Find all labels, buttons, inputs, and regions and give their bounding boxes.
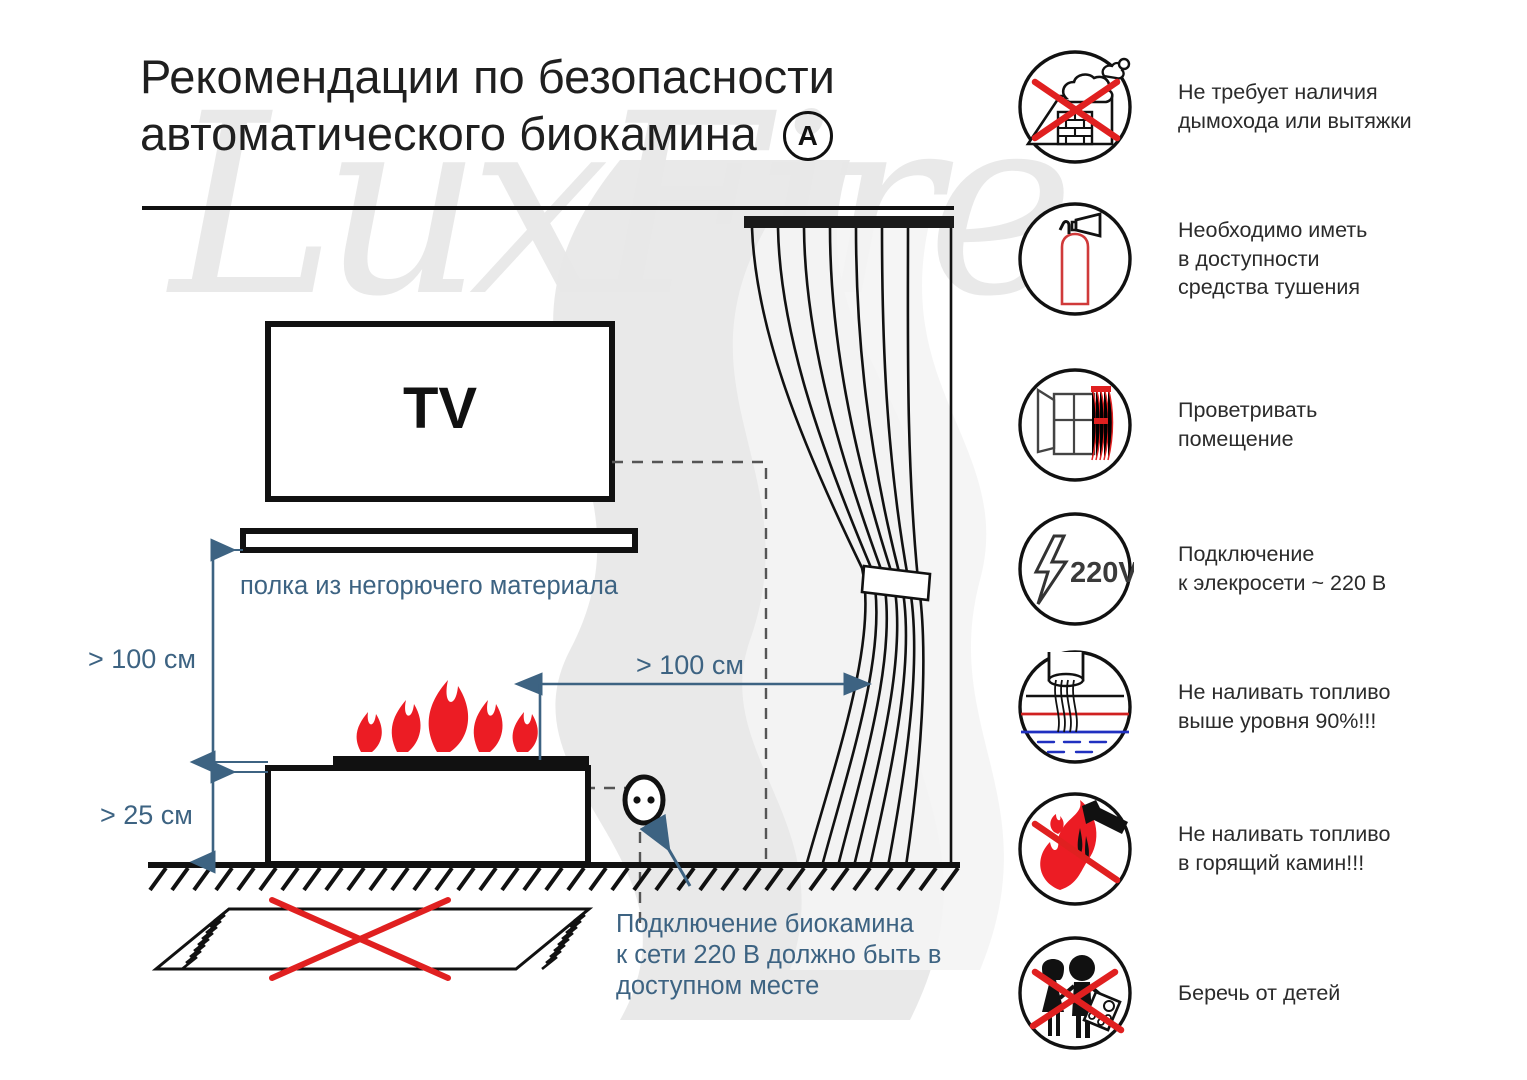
dimension-horizontal-100: > 100 см [514,650,872,760]
tv-label: TV [403,376,477,441]
dimension-label-vertical-100: > 100 см [88,644,196,674]
flame-icon [356,680,538,752]
safety-item-label: Проветривать помещение [1178,398,1318,451]
voltage-text: 220V [1070,557,1134,589]
dimension-vertical-100: > 100 см [88,538,268,774]
curtain [744,216,954,867]
dimension-label-vertical-25: > 25 см [100,800,193,830]
safety-item-label: Не наливать топливо выше уровня 90%!!! [1178,680,1391,733]
safety-item-children: Беречь от детей [1016,934,1340,1052]
dimension-label-horizontal-100: > 100 см [636,650,744,680]
page-title-row: автоматического биокамина A [140,105,835,162]
no-children-icon [1016,934,1134,1052]
socket-callout: Подключение биокамина к сети 220 В должн… [616,813,948,1000]
voltage-220v-icon: 220V [1016,510,1138,628]
safety-item-extinguisher: Необходимо иметь в доступности средства … [1016,200,1367,318]
safety-item-ventilate: Проветривать помещение [1016,366,1317,484]
safety-item-no-chimney: Не требует наличия дымохода или вытяжки [1016,48,1412,166]
page-title-line1: Рекомендации по безопасности [140,50,835,103]
class-a-badge-icon: A [782,110,833,161]
safety-item-label: Подключение к элекросети ~ 220 В [1178,542,1387,595]
forbidden-rug [151,897,594,981]
shelf-note-label: полка из негорючего материала [240,572,619,600]
safety-item-label: Необходимо иметь в доступности средства … [1178,218,1368,300]
page-title-line2: автоматического биокамина [140,107,757,161]
no-chimney-icon [1016,48,1134,166]
fire-extinguisher-icon [1016,200,1134,318]
safety-item-label: Беречь от детей [1178,980,1341,1005]
header-divider [142,206,954,210]
power-socket-icon [622,774,666,826]
socket-note-label: Подключение биокамина к сети 220 В должн… [616,910,948,1000]
safety-item-label: Не наливать топливо в горящий камин!!! [1178,822,1391,875]
floor-line [148,862,960,892]
fuel-level-icon [1016,648,1134,766]
safety-item-label: Не требует наличия дымохода или вытяжки [1178,80,1412,133]
safety-item-no-refuel: Не наливать топливо в горящий камин!!! [1016,790,1390,908]
noncombustible-shelf [240,528,638,553]
biofireplace-body [265,756,591,867]
page-header: Рекомендации по безопасности автоматичес… [140,48,835,163]
open-window-icon [1016,366,1134,484]
no-refuel-burning-icon [1016,790,1134,908]
dimension-vertical-25: > 25 см [100,760,268,874]
safety-item-voltage: 220V Подключение к элекросети ~ 220 В [1016,510,1386,628]
safety-item-fuel-level: Не наливать топливо выше уровня 90%!!! [1016,648,1390,766]
